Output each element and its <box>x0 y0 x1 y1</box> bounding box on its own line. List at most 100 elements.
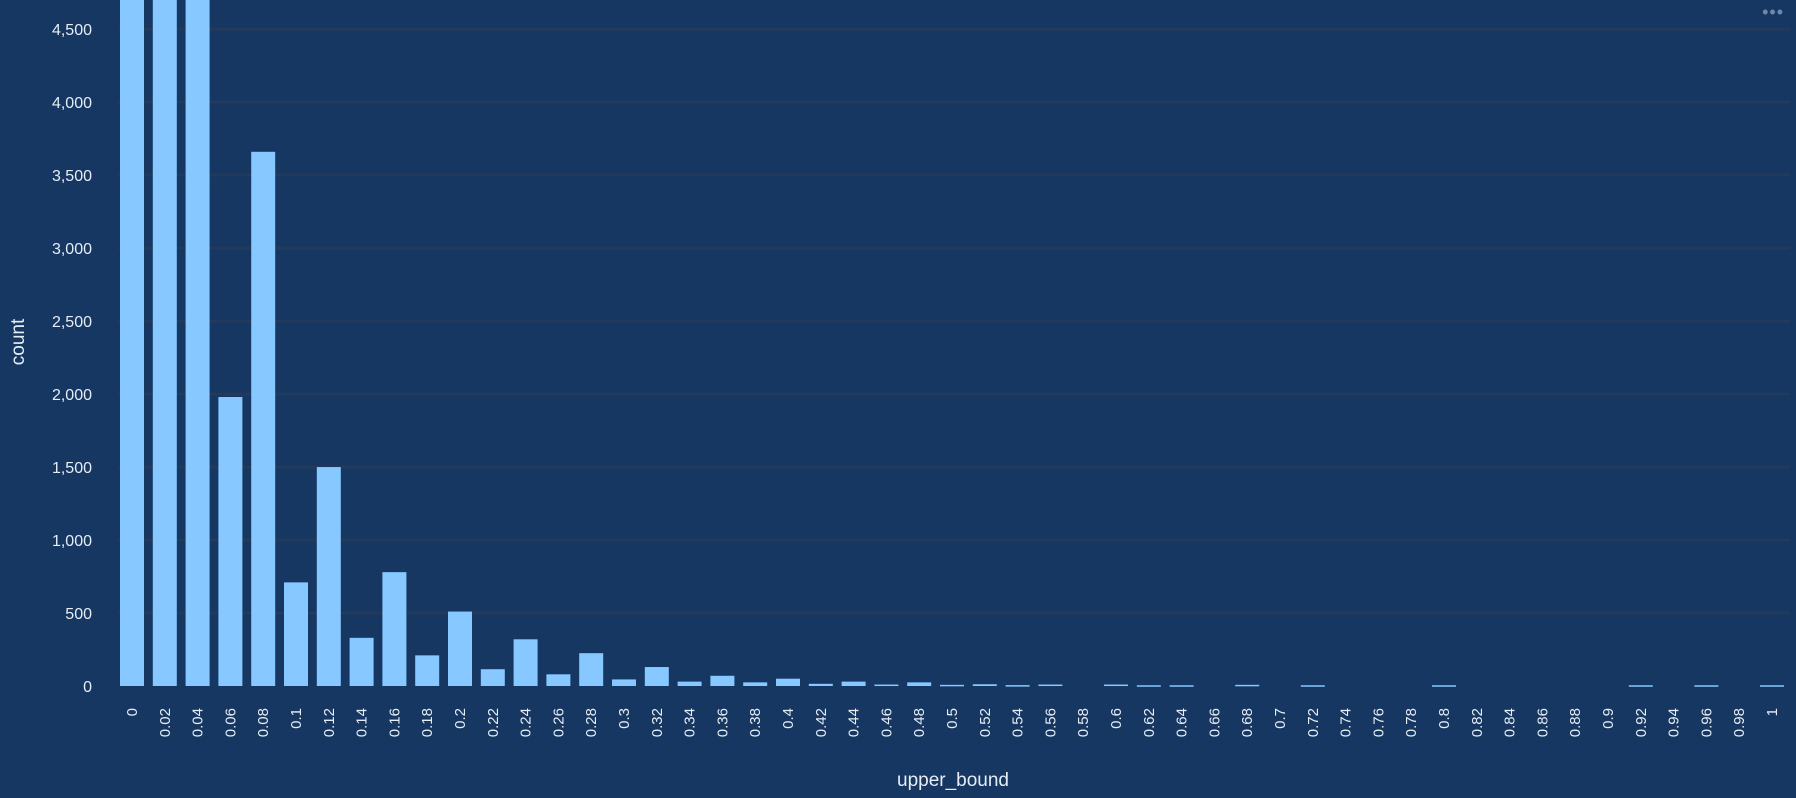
y-tick-label: 2,000 <box>52 387 92 404</box>
x-tick-label: 0.64 <box>1174 708 1191 737</box>
x-tick-label: 0.76 <box>1370 708 1387 737</box>
bar <box>120 0 144 686</box>
x-tick-label: 0.34 <box>682 708 699 737</box>
bar <box>874 684 899 687</box>
bar <box>808 683 833 686</box>
x-tick-label: 1 <box>1764 708 1781 716</box>
x-tick-label: 0.92 <box>1633 708 1650 737</box>
x-tick-label: 0.02 <box>157 708 174 737</box>
x-tick-label: 0.86 <box>1534 708 1551 737</box>
bar <box>382 572 407 686</box>
x-tick-label: 0.42 <box>813 708 830 737</box>
bar <box>710 675 735 686</box>
x-tick-label: 0.72 <box>1305 708 1322 737</box>
y-tick-label: 1,000 <box>52 533 92 550</box>
x-tick-label: 0.68 <box>1239 708 1256 737</box>
bar <box>185 0 210 686</box>
bar <box>349 637 374 686</box>
x-tick-label: 0 <box>124 708 141 716</box>
x-tick-label: 0.12 <box>321 708 338 737</box>
bar <box>1300 685 1325 687</box>
x-tick-label: 0.46 <box>878 708 895 737</box>
y-tick-label: 3,500 <box>52 168 92 185</box>
x-tick-label: 0.5 <box>944 708 961 729</box>
bar <box>776 678 800 686</box>
x-tick-label: 0.38 <box>747 708 764 737</box>
x-tick-label: 0.8 <box>1436 708 1453 729</box>
bar <box>218 397 243 686</box>
x-tick-label: 0.52 <box>977 708 994 737</box>
y-tick-label: 0 <box>83 679 92 696</box>
x-tick-label: 0.36 <box>714 708 731 737</box>
x-tick-label: 0.88 <box>1567 708 1584 737</box>
bar <box>1169 685 1194 687</box>
x-tick-label: 0.4 <box>780 708 797 729</box>
x-tick-label: 0.66 <box>1206 708 1223 737</box>
bar <box>1038 684 1063 687</box>
y-tick-label: 500 <box>65 606 92 623</box>
y-tick-label: 3,000 <box>52 241 92 258</box>
x-tick-label: 0.84 <box>1502 708 1519 737</box>
bar <box>743 682 768 686</box>
x-tick-label: 0.08 <box>255 708 272 737</box>
x-tick-label: 0.74 <box>1338 708 1355 737</box>
x-tick-label: 0.16 <box>386 708 403 737</box>
x-tick-label: 0.9 <box>1600 708 1617 729</box>
bar <box>644 667 669 686</box>
y-tick-label: 4,000 <box>52 95 92 112</box>
x-tick-label: 0.2 <box>452 708 469 729</box>
x-tick-label: 0.7 <box>1272 708 1289 729</box>
x-tick-label: 0.98 <box>1731 708 1748 737</box>
x-tick-label: 0.96 <box>1698 708 1715 737</box>
x-tick-label: 0.06 <box>222 708 239 737</box>
x-tick-label: 0.94 <box>1666 708 1683 737</box>
bar <box>579 653 604 686</box>
more-options-icon[interactable]: ••• <box>1762 2 1784 22</box>
x-tick-label: 0.18 <box>419 708 436 737</box>
y-axis-title: count <box>8 318 29 365</box>
x-tick-label: 0.28 <box>583 708 600 737</box>
bar <box>1005 685 1030 687</box>
bar <box>612 679 636 686</box>
bar <box>1628 685 1653 687</box>
x-tick-label: 0.14 <box>354 708 371 737</box>
x-tick-label: 0.24 <box>518 708 535 737</box>
x-tick-label: 0.54 <box>1010 708 1027 737</box>
x-tick-label: 0.22 <box>485 708 502 737</box>
bar <box>513 639 538 686</box>
x-tick-label: 0.32 <box>649 708 666 737</box>
bar <box>1694 685 1719 687</box>
x-tick-label: 0.3 <box>616 708 633 729</box>
x-axis-title: upper_bound <box>897 770 1009 791</box>
bar <box>677 681 702 686</box>
bar <box>152 0 177 686</box>
x-tick-label: 0.26 <box>550 708 567 737</box>
bar <box>940 684 964 687</box>
bar <box>1432 685 1456 687</box>
x-tick-label: 0.04 <box>190 708 207 737</box>
bar <box>415 655 440 686</box>
x-tick-label: 0.58 <box>1075 708 1092 737</box>
bar <box>480 669 505 686</box>
x-tick-label: 0.6 <box>1108 708 1125 729</box>
bar <box>546 674 571 686</box>
bar <box>251 151 276 686</box>
x-tick-label: 0.78 <box>1403 708 1420 737</box>
x-tick-label: 0.62 <box>1141 708 1158 737</box>
bar <box>284 582 308 686</box>
x-tick-label: 0.44 <box>846 708 863 737</box>
y-tick-label: 4,500 <box>52 22 92 39</box>
x-tick-label: 0.82 <box>1469 708 1486 737</box>
y-tick-label: 1,500 <box>52 460 92 477</box>
bar <box>972 684 997 686</box>
x-tick-label: 0.48 <box>911 708 928 737</box>
bar <box>1235 684 1260 687</box>
y-tick-label: 2,500 <box>52 314 92 331</box>
bar <box>448 611 472 686</box>
x-tick-label: 0.56 <box>1042 708 1059 737</box>
x-tick-label: 0.1 <box>288 708 305 729</box>
bar <box>1136 685 1161 687</box>
bar <box>841 681 866 686</box>
